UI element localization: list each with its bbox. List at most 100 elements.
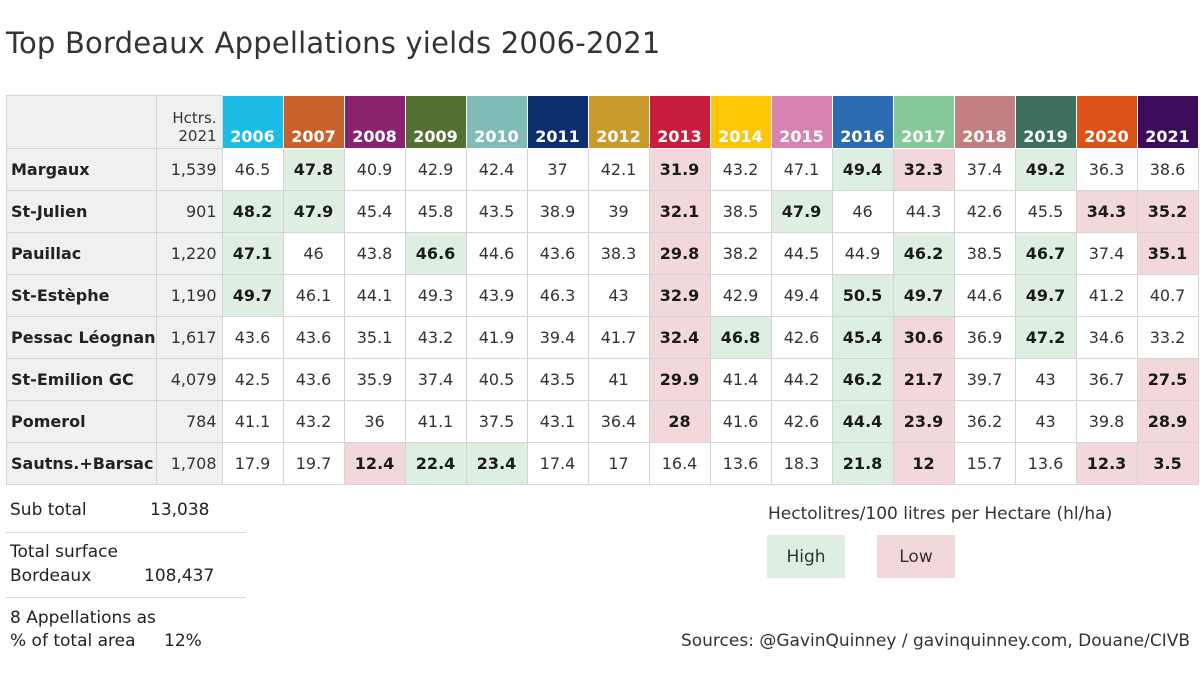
yield-cell: 33.2: [1136, 316, 1199, 359]
yield-cell: 21.7: [892, 358, 955, 401]
pct-value: 12%: [164, 631, 202, 651]
yield-cell: 41.1: [221, 400, 284, 443]
appellation-name: Margaux: [6, 148, 157, 191]
yield-cell: 23.4: [465, 442, 528, 485]
table-row: Sautns.+Barsac 1,708 17.9 19.7 12.4 22.4 23.4 1…: [6, 442, 1199, 485]
yield-cell: 42.9: [709, 274, 772, 317]
yield-cell: 46.2: [892, 232, 955, 275]
yield-cell: 38.2: [709, 232, 772, 275]
total-surface-value: 108,437: [144, 566, 215, 586]
hectares-cell: 1,220: [155, 232, 223, 275]
year-header-2016: 2016: [831, 95, 894, 149]
yield-cell: 49.7: [221, 274, 284, 317]
appellation-name: Sautns.+Barsac: [6, 442, 157, 485]
yield-cell: 36.2: [953, 400, 1016, 443]
yield-cell: 32.3: [892, 148, 955, 191]
yield-cell: 3.5: [1136, 442, 1199, 485]
year-header-2017: 2017: [892, 95, 955, 149]
hectares-cell: 4,079: [155, 358, 223, 401]
yield-cell: 38.5: [953, 232, 1016, 275]
yield-cell: 15.7: [953, 442, 1016, 485]
yield-cell: 12.4: [343, 442, 406, 485]
yield-cell: 44.3: [892, 190, 955, 233]
yield-cell: 32.1: [648, 190, 711, 233]
legend-low-label: Low: [899, 546, 933, 567]
yield-cell: 47.2: [1014, 316, 1077, 359]
yield-cell: 12.3: [1075, 442, 1138, 485]
year-header-2020: 2020: [1075, 95, 1138, 149]
yield-cell: 49.7: [892, 274, 955, 317]
year-header-2012: 2012: [587, 95, 650, 149]
yield-cell: 39.4: [526, 316, 589, 359]
yield-cell: 37: [526, 148, 589, 191]
yield-cell: 46.2: [831, 358, 894, 401]
yield-cell: 43.6: [282, 358, 345, 401]
yield-cell: 29.9: [648, 358, 711, 401]
year-header-2015: 2015: [770, 95, 833, 149]
yield-cell: 38.3: [587, 232, 650, 275]
year-header-2011: 2011: [526, 95, 589, 149]
yield-cell: 46.3: [526, 274, 589, 317]
yield-cell: 37.4: [953, 148, 1016, 191]
yield-cell: 41.9: [465, 316, 528, 359]
sub-total-value: 13,038: [150, 500, 210, 520]
year-header-2014: 2014: [709, 95, 772, 149]
yield-cell: 38.6: [1136, 148, 1199, 191]
yield-cell: 41: [587, 358, 650, 401]
yield-cell: 43: [587, 274, 650, 317]
table-body: Margaux 1,539 46.5 47.8 40.9 42.9 42.4 37 42.1 31…: [6, 148, 1199, 485]
total-surface-label-line2: Bordeaux: [10, 566, 92, 586]
total-surface-label-line1: Total surface: [10, 542, 118, 562]
table-row: Pessac Léognan 1,617 43.6 43.6 35.1 43.2 41.9 3…: [6, 316, 1199, 359]
yield-cell: 36: [343, 400, 406, 443]
yield-cell: 47.1: [221, 232, 284, 275]
yield-cell: 41.7: [587, 316, 650, 359]
yield-cell: 46.6: [404, 232, 467, 275]
yield-cell: 42.6: [953, 190, 1016, 233]
hectares-cell: 1,539: [155, 148, 223, 191]
yield-cell: 44.6: [465, 232, 528, 275]
yield-cell: 40.5: [465, 358, 528, 401]
yield-cell: 42.5: [221, 358, 284, 401]
yield-cell: 49.4: [770, 274, 833, 317]
yield-cell: 36.7: [1075, 358, 1138, 401]
yield-cell: 46: [282, 232, 345, 275]
yield-cell: 47.1: [770, 148, 833, 191]
appellation-name: St-Estèphe: [6, 274, 157, 317]
yield-cell: 41.2: [1075, 274, 1138, 317]
yield-cell: 44.1: [343, 274, 406, 317]
yield-cell: 36.3: [1075, 148, 1138, 191]
yield-cell: 23.9: [892, 400, 955, 443]
yield-cell: 17: [587, 442, 650, 485]
table-row: St-Estèphe 1,190 49.7 46.1 44.1 49.3 43.9 46.3 4…: [6, 274, 1199, 317]
yield-cell: 17.4: [526, 442, 589, 485]
yield-cell: 12: [892, 442, 955, 485]
yield-cell: 40.9: [343, 148, 406, 191]
yield-cell: 43.9: [465, 274, 528, 317]
yield-table: Hctrs. 2021 2006 2007 2008 2009 2010 2011 2012…: [6, 95, 1199, 485]
legend-title: Hectolitres/100 litres per Hectare (hl/h…: [768, 504, 1113, 524]
yield-cell: 28.9: [1136, 400, 1199, 443]
yield-cell: 42.6: [770, 316, 833, 359]
yield-cell: 34.6: [1075, 316, 1138, 359]
yield-cell: 28: [648, 400, 711, 443]
yield-cell: 44.5: [770, 232, 833, 275]
year-header-2018: 2018: [953, 95, 1016, 149]
year-header-2008: 2008: [343, 95, 406, 149]
appellation-name: Pauillac: [6, 232, 157, 275]
appellation-name: St-Emilion GC: [6, 358, 157, 401]
yield-cell: 13.6: [709, 442, 772, 485]
yield-cell: 27.5: [1136, 358, 1199, 401]
yield-cell: 49.3: [404, 274, 467, 317]
yield-cell: 49.4: [831, 148, 894, 191]
yield-cell: 22.4: [404, 442, 467, 485]
yield-cell: 37.4: [404, 358, 467, 401]
yield-cell: 35.1: [1136, 232, 1199, 275]
yield-cell: 47.8: [282, 148, 345, 191]
yield-cell: 41.4: [709, 358, 772, 401]
yield-cell: 43: [1014, 358, 1077, 401]
appellation-name: St-Julien: [6, 190, 157, 233]
yield-cell: 45.8: [404, 190, 467, 233]
year-header-2019: 2019: [1014, 95, 1077, 149]
yield-cell: 32.4: [648, 316, 711, 359]
